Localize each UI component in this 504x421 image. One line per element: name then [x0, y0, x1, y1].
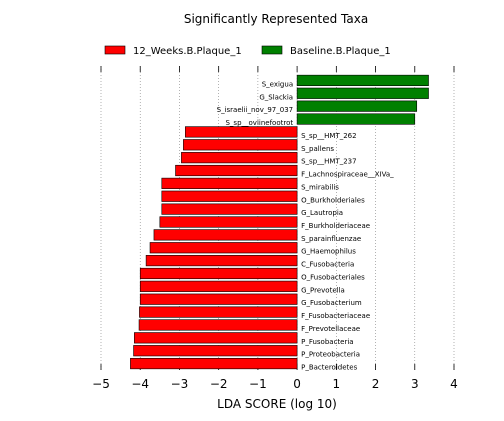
legend-label-12-weeks: 12_Weeks.B.Plaque_1: [133, 46, 242, 57]
legend: 12_Weeks.B.Plaque_1 Baseline.B.Plaque_1: [104, 45, 391, 57]
bar: [139, 293, 298, 305]
bar: [185, 126, 298, 138]
taxon-label: P_Bacteroidetes: [301, 364, 357, 372]
legend-swatch-baseline: [261, 45, 283, 55]
bar: [181, 152, 298, 164]
bar: [159, 216, 298, 228]
x-tick-label: −3: [171, 377, 189, 391]
bar: [133, 345, 298, 357]
taxon-label: P_Proteobacteria: [301, 351, 360, 359]
taxa-labels: S_exigua G_Slackia S_israelii_nov_97_037 S_…: [217, 80, 395, 371]
chart-title: Significantly Represented Taxa: [184, 12, 368, 26]
bar: [139, 280, 298, 292]
taxon-label: O_Burkholderiales: [301, 196, 365, 204]
taxon-label: F_Fusobacteriaceae: [301, 312, 370, 320]
taxon-label: G_Slackia: [259, 93, 293, 101]
bar: [296, 87, 429, 99]
taxon-label: P_Fusobacteria: [301, 338, 353, 346]
taxon-label: S_sp__HMT_237: [301, 158, 356, 166]
x-axis-label: LDA SCORE (log 10): [217, 397, 337, 411]
taxon-label: S_exigua: [262, 80, 293, 88]
taxon-label: F_Lachnospiraceae__XIVa_: [301, 171, 394, 179]
x-tick-label: −1: [249, 377, 267, 391]
bar: [161, 177, 298, 189]
x-tick-label: 4: [450, 377, 458, 391]
x-tick-label: −2: [210, 377, 228, 391]
taxon-label: O_Fusobacteriales: [301, 273, 365, 281]
bar: [138, 319, 298, 331]
legend-swatch-12-weeks: [104, 45, 126, 55]
bar: [145, 255, 298, 267]
taxon-label: S_israelii_nov_97_037: [217, 106, 293, 114]
bar: [296, 74, 429, 87]
taxon-label: S_parainfluenzae: [301, 235, 361, 243]
bar: [161, 190, 298, 202]
taxon-label: F_Burkholderiaceae: [301, 222, 370, 230]
bar: [161, 203, 298, 215]
taxon-label: G_Haemophilus: [301, 248, 356, 256]
x-tick-label: 2: [372, 377, 380, 391]
taxon-label: C_Fusobacteria: [301, 261, 354, 269]
bar: [139, 306, 298, 318]
bar: [183, 139, 298, 151]
legend-label-baseline: Baseline.B.Plaque_1: [290, 46, 391, 57]
bar: [139, 267, 298, 280]
bar: [296, 100, 418, 112]
bar: [149, 242, 298, 254]
taxon-label: G_Prevotella: [301, 286, 345, 294]
bars: [130, 74, 429, 370]
taxon-label: F_Prevotellaceae: [301, 325, 360, 333]
x-tick-label: 1: [333, 377, 341, 391]
taxon-label: G_Lautropia: [301, 209, 343, 217]
taxon-label: S_mirabilis: [301, 183, 339, 191]
bar: [153, 229, 298, 241]
x-tick-label: 3: [411, 377, 419, 391]
taxon-label: S_sp__HMT_262: [301, 132, 356, 140]
x-tick-label: 0: [293, 377, 301, 391]
x-tick-label: −5: [92, 377, 110, 391]
bar: [130, 357, 298, 370]
bar: [296, 113, 416, 125]
x-tick-label: −4: [131, 377, 149, 391]
bar: [175, 164, 298, 177]
bar: [134, 332, 298, 344]
taxon-label: S_pallens: [301, 145, 334, 153]
taxon-label: G_Fusobacterium: [301, 299, 362, 307]
taxon-label: S_sp__oviinefootrot: [225, 119, 293, 127]
